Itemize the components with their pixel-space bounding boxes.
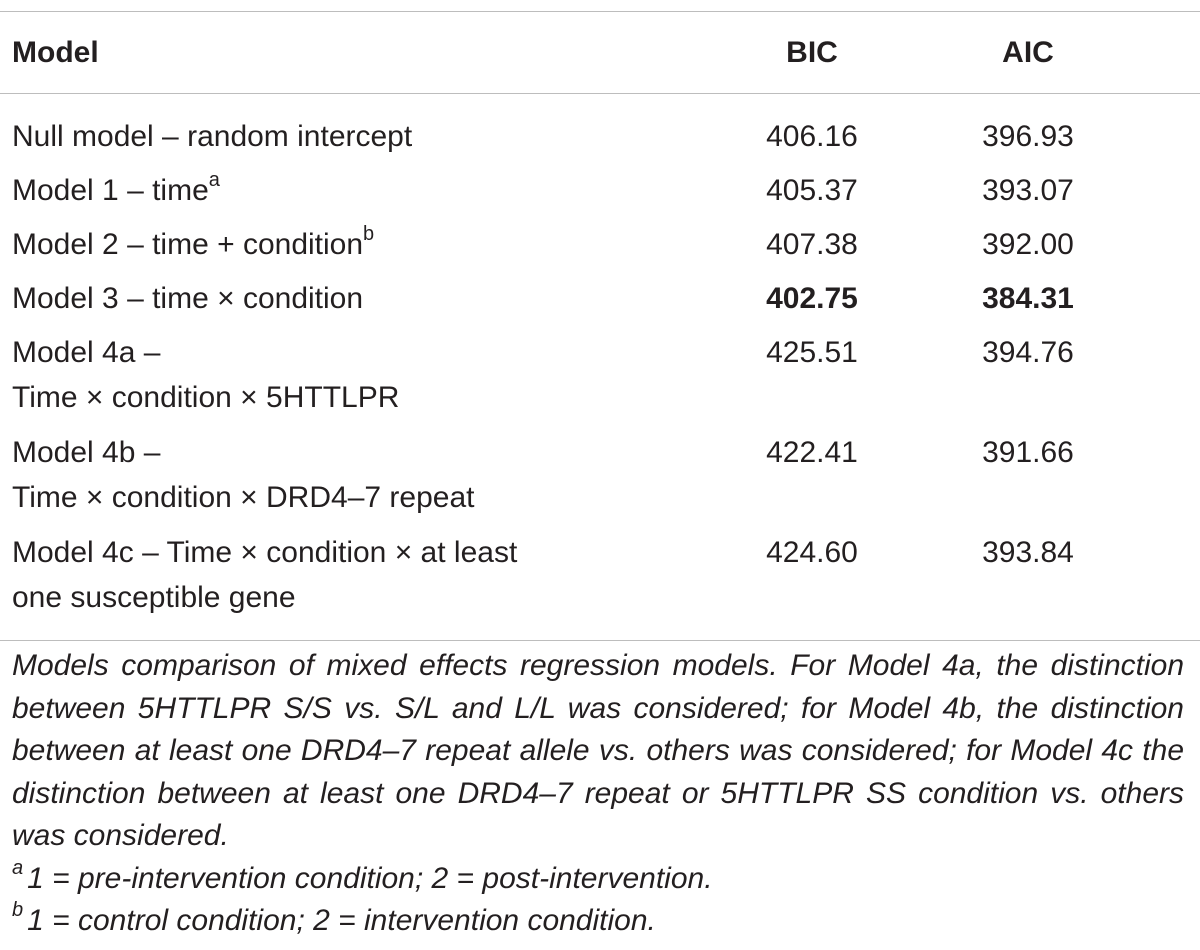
table-row: Model 3 – time × condition 402.75 384.31 [0, 276, 1200, 330]
model-label: Model 2 – time + condition [12, 228, 364, 261]
table-row: Model 2 – time + conditionb 407.38 392.0… [0, 222, 1200, 276]
aic-cell: 392.00 [982, 228, 1074, 261]
aic-cell: 393.07 [982, 174, 1074, 207]
model-comparison-table: Model BIC AIC Null model – random interc… [0, 0, 1200, 641]
table-row: Model 4b – Time × condition × DRD4–7 repe… [0, 430, 1200, 530]
model-label: Model 4a – [12, 336, 161, 369]
model-cell: Model 1 – timea [0, 168, 720, 222]
model-label-cont: Time × condition × DRD4–7 repeat [12, 481, 475, 514]
model-cell: Null model – random intercept [0, 94, 720, 169]
footnote-a-mark: a [12, 856, 24, 879]
model-cell: Model 4c – Time × condition × at least on… [0, 530, 720, 641]
aic-cell: 391.66 [982, 436, 1074, 469]
header-model: Model [0, 11, 720, 94]
table-row: Model 1 – timea 405.37 393.07 [0, 168, 1200, 222]
aic-cell-best: 384.31 [982, 282, 1074, 315]
model-cell: Model 4b – Time × condition × DRD4–7 repe… [0, 430, 720, 530]
table-row: Null model – random intercept 406.16 396… [0, 94, 1200, 169]
table-notes: Models comparison of mixed effects regre… [12, 645, 1184, 943]
model-cell: Model 2 – time + conditionb [0, 222, 720, 276]
footnote-mark: b [363, 223, 375, 245]
model-label: Model 4b – [12, 436, 161, 469]
bic-cell: 424.60 [720, 530, 910, 641]
table-header: Model BIC AIC [0, 0, 1200, 94]
bic-cell-best: 402.75 [766, 282, 858, 315]
model-cell: Model 3 – time × condition [0, 276, 720, 330]
model-cell: Model 4a – Time × condition × 5HTTLPR [0, 330, 720, 430]
footnote-b-text: 1 = control condition; 2 = intervention … [27, 904, 656, 937]
bic-cell: 405.37 [766, 174, 858, 207]
model-label: Null model – random intercept [12, 120, 413, 153]
bic-cell: 406.16 [766, 120, 858, 153]
model-label: Model 1 – time [12, 174, 209, 207]
table-row: Model 4c – Time × condition × at least on… [0, 530, 1200, 641]
bic-cell: 407.38 [766, 228, 858, 261]
header-aic: AIC [910, 11, 1200, 94]
table-caption: Models comparison of mixed effects regre… [12, 649, 1184, 852]
header-row: Model BIC AIC [0, 11, 1200, 94]
model-label: Model 3 – time × condition [12, 282, 364, 315]
model-label-cont: Time × condition × 5HTTLPR [12, 381, 400, 414]
aic-cell: 394.76 [982, 336, 1074, 369]
table-body: Null model – random intercept 406.16 396… [0, 94, 1200, 641]
footnote-mark: a [208, 169, 220, 191]
table-row: Model 4a – Time × condition × 5HTTLPR 425… [0, 330, 1200, 430]
aic-cell: 393.84 [910, 530, 1200, 641]
footnote-b-mark: b [12, 899, 24, 921]
bic-cell: 422.41 [766, 436, 858, 469]
bic-cell: 425.51 [766, 336, 858, 369]
aic-cell: 396.93 [982, 120, 1074, 153]
footnote-a-text: 1 = pre-intervention condition; 2 = post… [27, 861, 713, 895]
header-bic: BIC [720, 11, 910, 94]
model-label-cont: one susceptible gene [12, 581, 296, 614]
top-rule [0, 0, 1200, 12]
model-label: Model 4c – Time × condition × at least [12, 536, 518, 569]
